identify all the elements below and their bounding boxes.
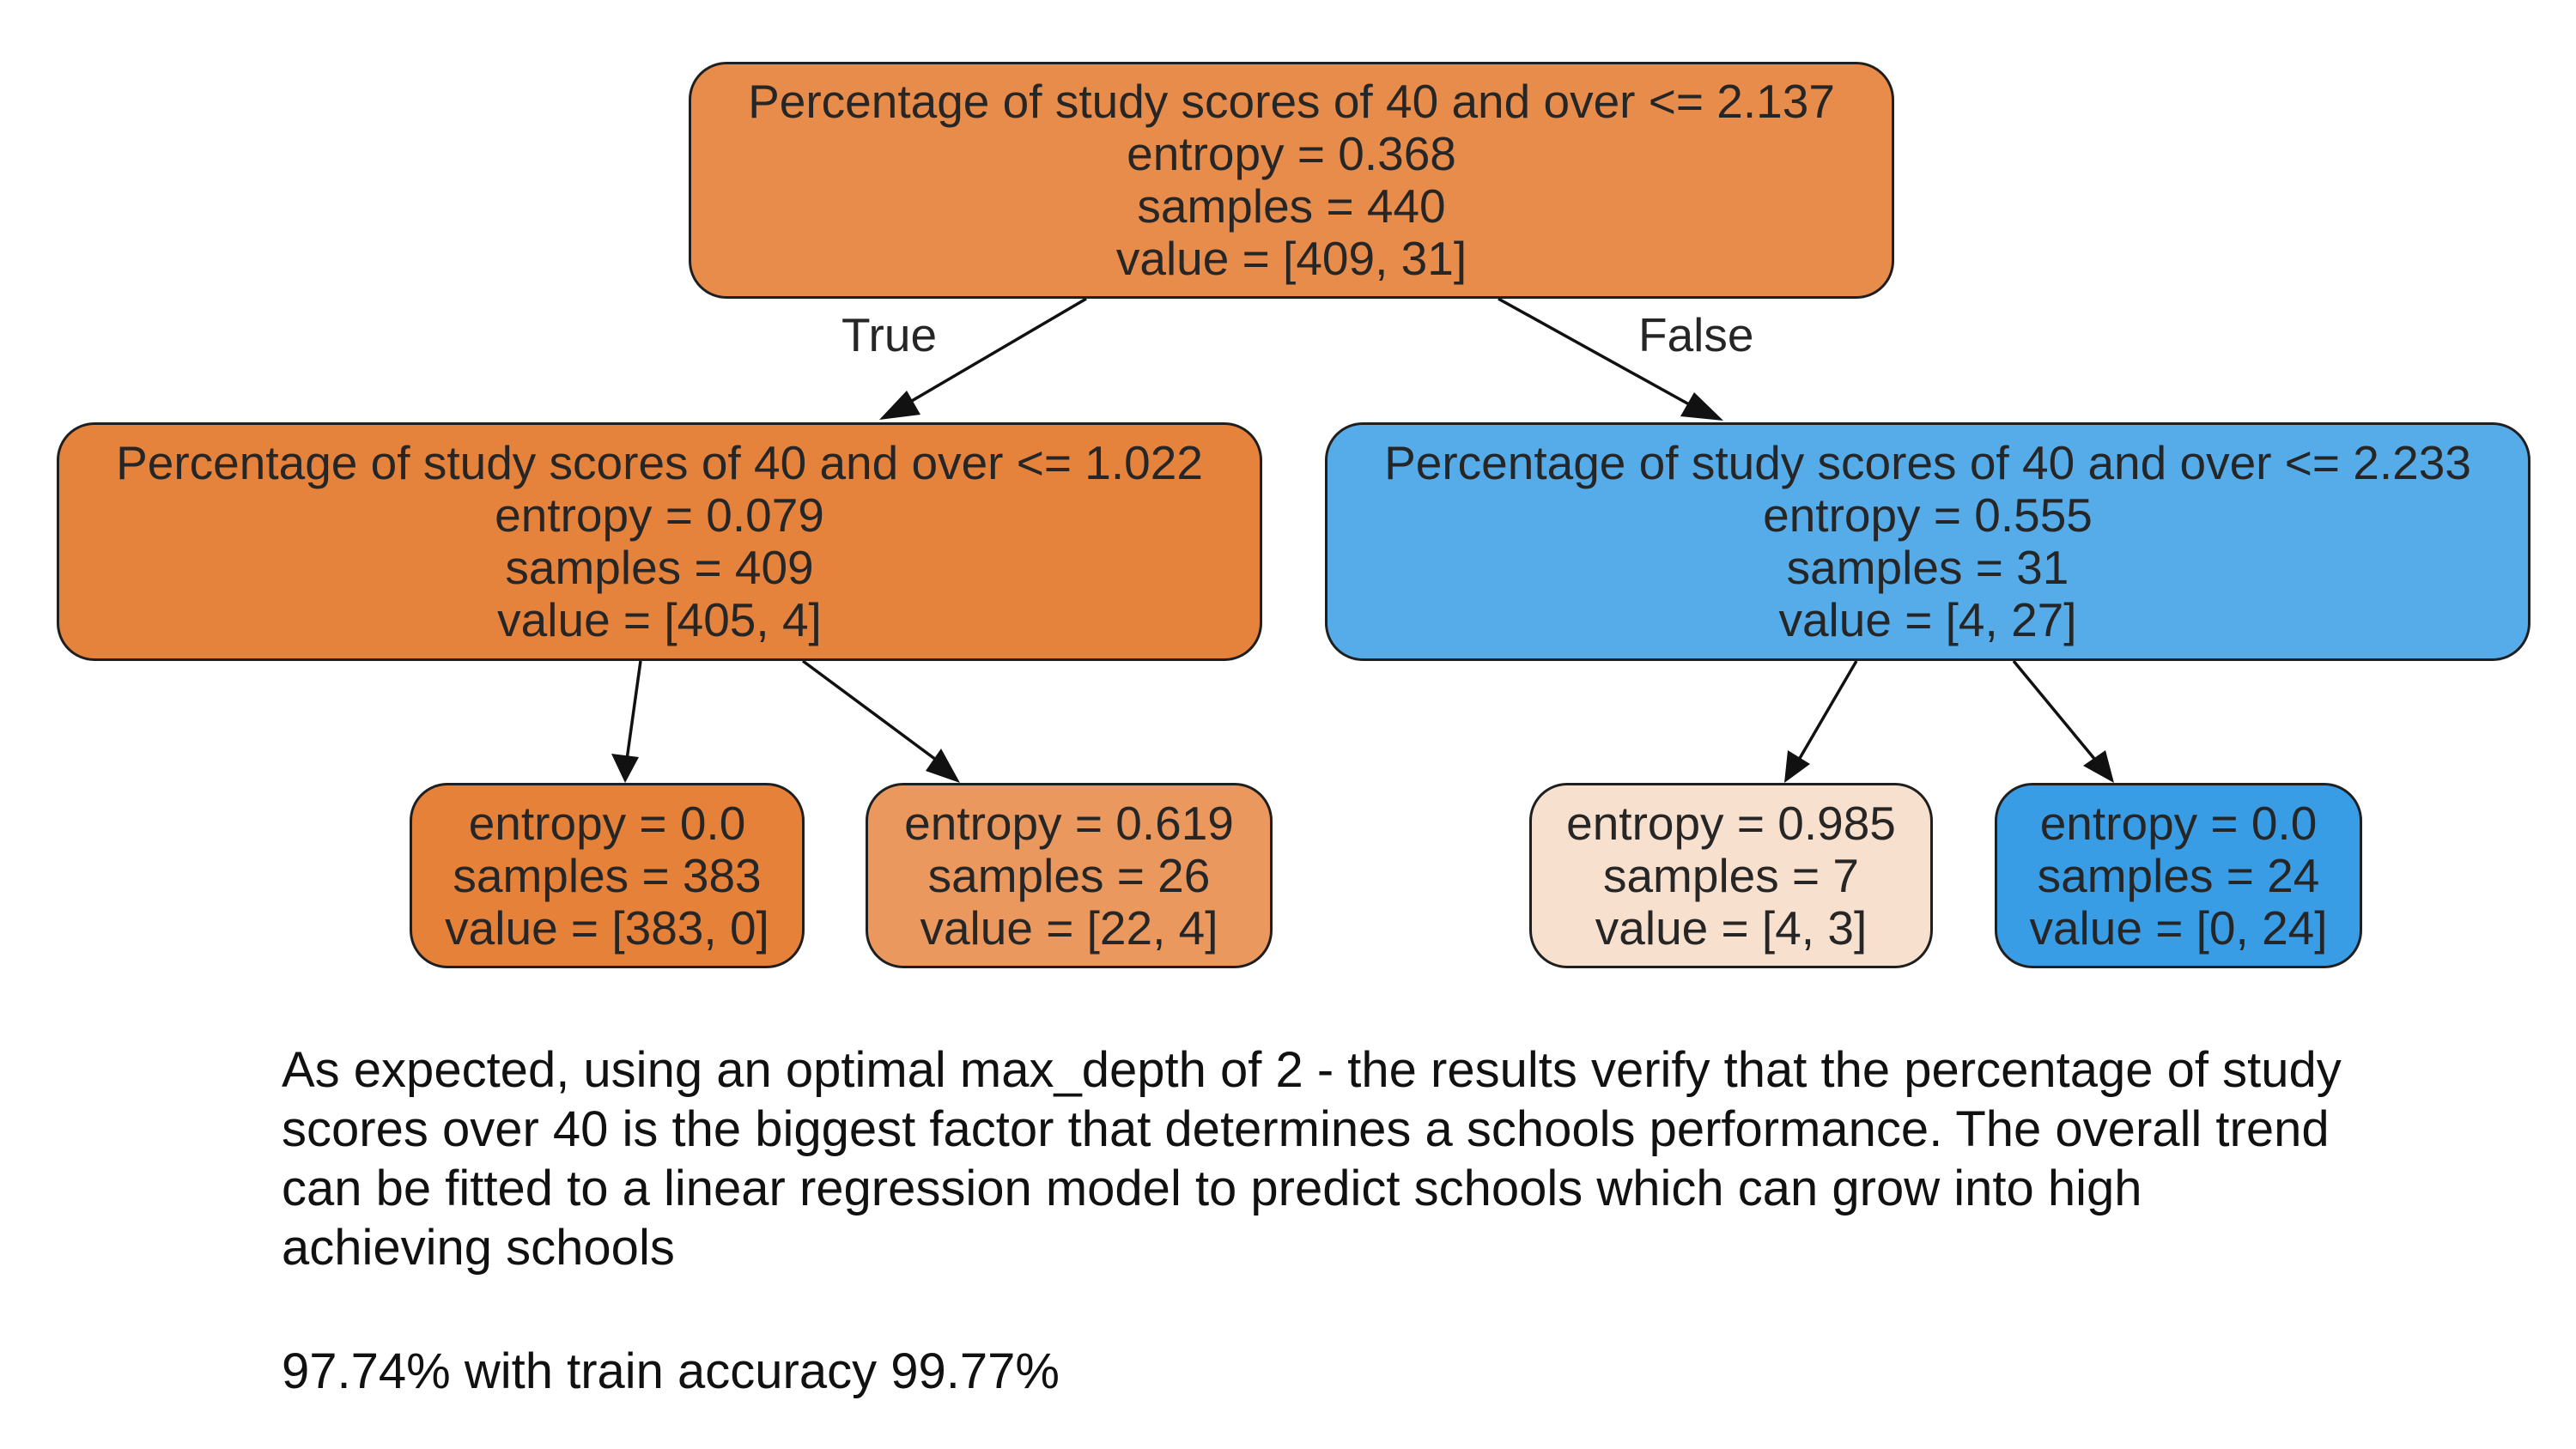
node-entropy: entropy = 0.368 xyxy=(1127,127,1456,180)
arrowhead-left-leaf1 xyxy=(611,754,639,783)
tree-leaf-3: entropy = 0.985 samples = 7 value = [4, … xyxy=(1529,783,1933,968)
node-entropy: entropy = 0.619 xyxy=(904,796,1234,850)
node-samples: samples = 24 xyxy=(2037,848,2320,902)
tree-leaf-4: entropy = 0.0 samples = 24 value = [0, 2… xyxy=(1995,783,2362,968)
node-value: value = [383, 0] xyxy=(445,900,769,955)
node-entropy: entropy = 0.0 xyxy=(2039,796,2318,850)
edge-label-true: True xyxy=(841,308,938,361)
edge-left-leaf2 xyxy=(801,659,938,761)
node-samples: samples = 7 xyxy=(1602,848,1860,902)
node-entropy: entropy = 0.985 xyxy=(1566,796,1896,850)
arrowhead-left-leaf2 xyxy=(926,749,960,783)
edge-right-leaf3 xyxy=(1797,660,1858,761)
arrowhead-right-leaf4 xyxy=(2083,750,2114,783)
node-value: value = [4, 3] xyxy=(1595,900,1868,955)
tree-node-right: Percentage of study scores of 40 and ove… xyxy=(1325,422,2530,661)
tree-leaf-1: entropy = 0.0 samples = 383 value = [383… xyxy=(410,783,805,968)
arrowhead-root-left xyxy=(879,391,920,420)
node-entropy: entropy = 0.0 xyxy=(468,796,746,850)
tree-node-root: Percentage of study scores of 40 and ove… xyxy=(689,62,1894,299)
node-samples: samples = 26 xyxy=(927,848,1211,902)
node-samples: samples = 409 xyxy=(505,541,814,594)
tree-node-left: Percentage of study scores of 40 and ove… xyxy=(57,422,1262,661)
node-entropy: entropy = 0.555 xyxy=(1763,488,2093,542)
node-value: value = [409, 31] xyxy=(1115,232,1467,285)
node-condition: Percentage of study scores of 40 and ove… xyxy=(116,436,1203,489)
edge-root-left xyxy=(890,297,1087,415)
node-value: value = [4, 27] xyxy=(1778,593,2077,646)
edge-right-leaf4 xyxy=(2012,659,2097,761)
arrowhead-right-leaf3 xyxy=(1784,750,1810,783)
node-value: value = [405, 4] xyxy=(497,593,822,646)
edge-label-false: False xyxy=(1638,308,1754,361)
node-samples: samples = 383 xyxy=(453,848,762,902)
node-entropy: entropy = 0.079 xyxy=(495,488,824,542)
arrowhead-root-right xyxy=(1680,392,1723,421)
node-condition: Percentage of study scores of 40 and ove… xyxy=(748,75,1835,128)
caption-text: As expected, using an optimal max_depth … xyxy=(282,1042,2342,1276)
edge-left-leaf1 xyxy=(625,660,642,761)
node-samples: samples = 440 xyxy=(1137,179,1446,233)
accuracy-text: 97.74% with train accuracy 99.77% xyxy=(282,1343,1060,1399)
edge-root-right xyxy=(1498,297,1705,415)
tree-leaf-2: entropy = 0.619 samples = 26 value = [22… xyxy=(866,783,1273,968)
node-condition: Percentage of study scores of 40 and ove… xyxy=(1384,436,2471,489)
node-samples: samples = 31 xyxy=(1786,541,2069,594)
node-value: value = [22, 4] xyxy=(920,900,1218,955)
node-value: value = [0, 24] xyxy=(2029,900,2328,955)
